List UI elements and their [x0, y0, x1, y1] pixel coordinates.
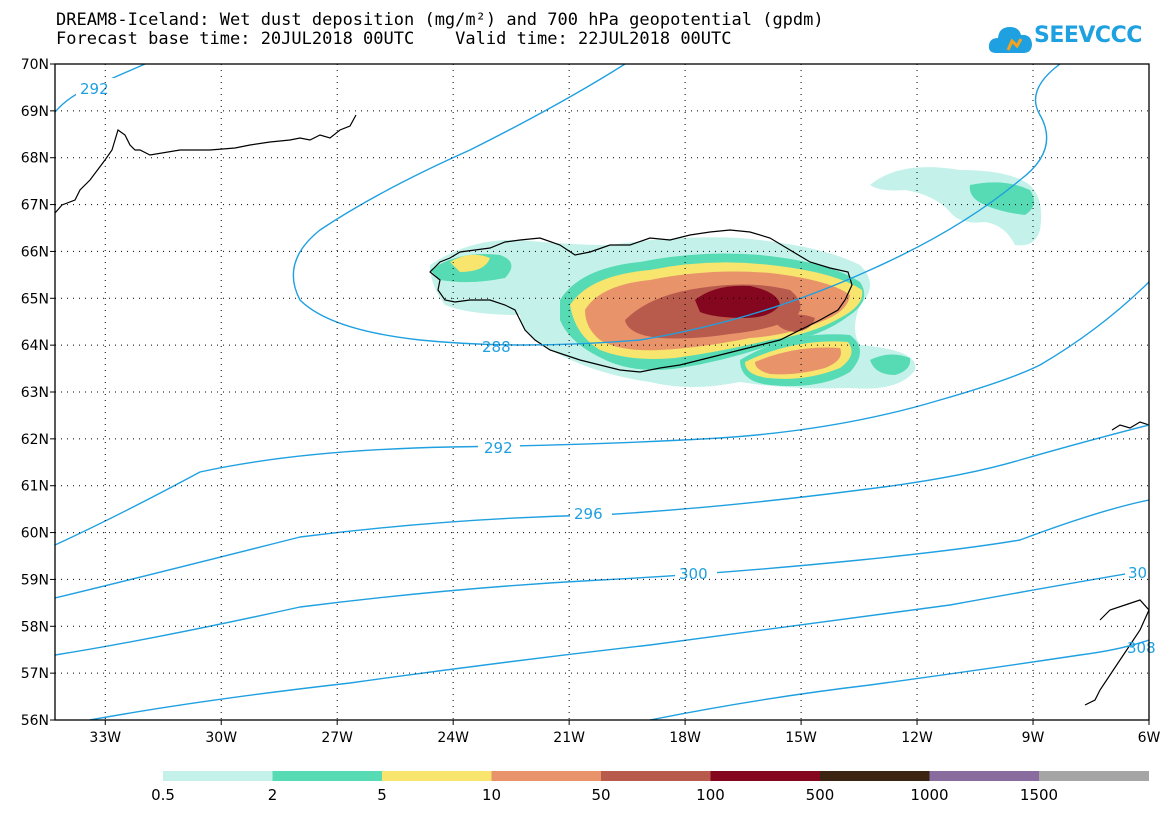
contour-label-288: 288 [482, 338, 511, 356]
lat-label: 62N [21, 432, 49, 448]
colorbar-swatch [163, 771, 273, 781]
lat-label: 68N [21, 151, 49, 167]
colorbar-swatch [820, 771, 930, 781]
lat-label: 63N [21, 385, 49, 401]
lat-label: 60N [21, 526, 49, 542]
map-title: DREAM8-Iceland: Wet dust deposition (mg/… [56, 10, 824, 30]
lon-label: 24W [437, 730, 469, 746]
lat-label: 56N [21, 713, 49, 729]
coastlines [55, 114, 1149, 706]
colorbar-swatch [710, 771, 821, 781]
colorbar-label: 5 [377, 786, 387, 804]
contour-label-300-east: 30 [1128, 564, 1147, 582]
lon-label: 18W [669, 730, 701, 746]
lat-label: 59N [21, 572, 49, 588]
lat-label: 65N [21, 291, 49, 307]
colorbar: 0.5 2 5 10 50 100 500 1000 1500 [151, 771, 1149, 804]
graticule [50, 63, 1150, 725]
colorbar-label: 50 [591, 786, 610, 804]
cloud-icon [988, 27, 1032, 53]
colorbar-label: 100 [696, 786, 725, 804]
contour-label-300: 300 [679, 565, 708, 583]
contour-label-308: 308 [1127, 639, 1156, 657]
colorbar-swatch [1039, 771, 1149, 781]
lat-label: 67N [21, 198, 49, 214]
lat-label: 69N [21, 104, 49, 120]
plot-frame [54, 63, 1150, 721]
colorbar-label: 10 [482, 786, 501, 804]
dust-deposition-shading [430, 167, 1042, 389]
colorbar-label: 1000 [910, 786, 948, 804]
colorbar-swatch [382, 771, 492, 781]
colorbar-swatch [491, 771, 602, 781]
longitude-labels: 33W 30W 27W 24W 21W 18W 15W 12W 9W 6W [89, 730, 1160, 746]
lon-label: 33W [89, 730, 121, 746]
colorbar-swatch [929, 771, 1040, 781]
colorbar-label: 500 [806, 786, 835, 804]
lon-label: 27W [321, 730, 353, 746]
seevccc-logo: SEEVCCC [988, 17, 1148, 59]
colorbar-swatch [601, 771, 711, 781]
lat-label: 58N [21, 619, 49, 635]
contour-label-292-north: 292 [80, 80, 109, 98]
colorbar-label: 0.5 [151, 786, 175, 804]
geopotential-contours [55, 64, 1149, 720]
map-subtitle: Forecast base time: 20JUL2018 00UTC Vali… [56, 29, 732, 49]
contour-label-296: 296 [574, 505, 603, 523]
lon-label: 12W [901, 730, 933, 746]
colorbar-label: 1500 [1020, 786, 1058, 804]
lat-label: 70N [21, 57, 49, 73]
lon-label: 21W [553, 730, 585, 746]
logo-text: SEEVCCC [1034, 23, 1142, 48]
lon-label: 9W [1022, 730, 1045, 746]
lat-label: 61N [21, 479, 49, 495]
lat-label: 66N [21, 244, 49, 260]
contour-label-292: 292 [484, 439, 513, 457]
latitude-labels: 56N 57N 58N 59N 60N 61N 62N 63N 64N 65N 66N 67N 68N 6… [21, 57, 49, 729]
lon-label: 15W [785, 730, 817, 746]
lon-label: 30W [205, 730, 237, 746]
lat-label: 57N [21, 666, 49, 682]
lon-label: 6W [1138, 730, 1161, 746]
colorbar-label: 2 [268, 786, 278, 804]
colorbar-swatch [272, 771, 383, 781]
lat-label: 64N [21, 338, 49, 354]
